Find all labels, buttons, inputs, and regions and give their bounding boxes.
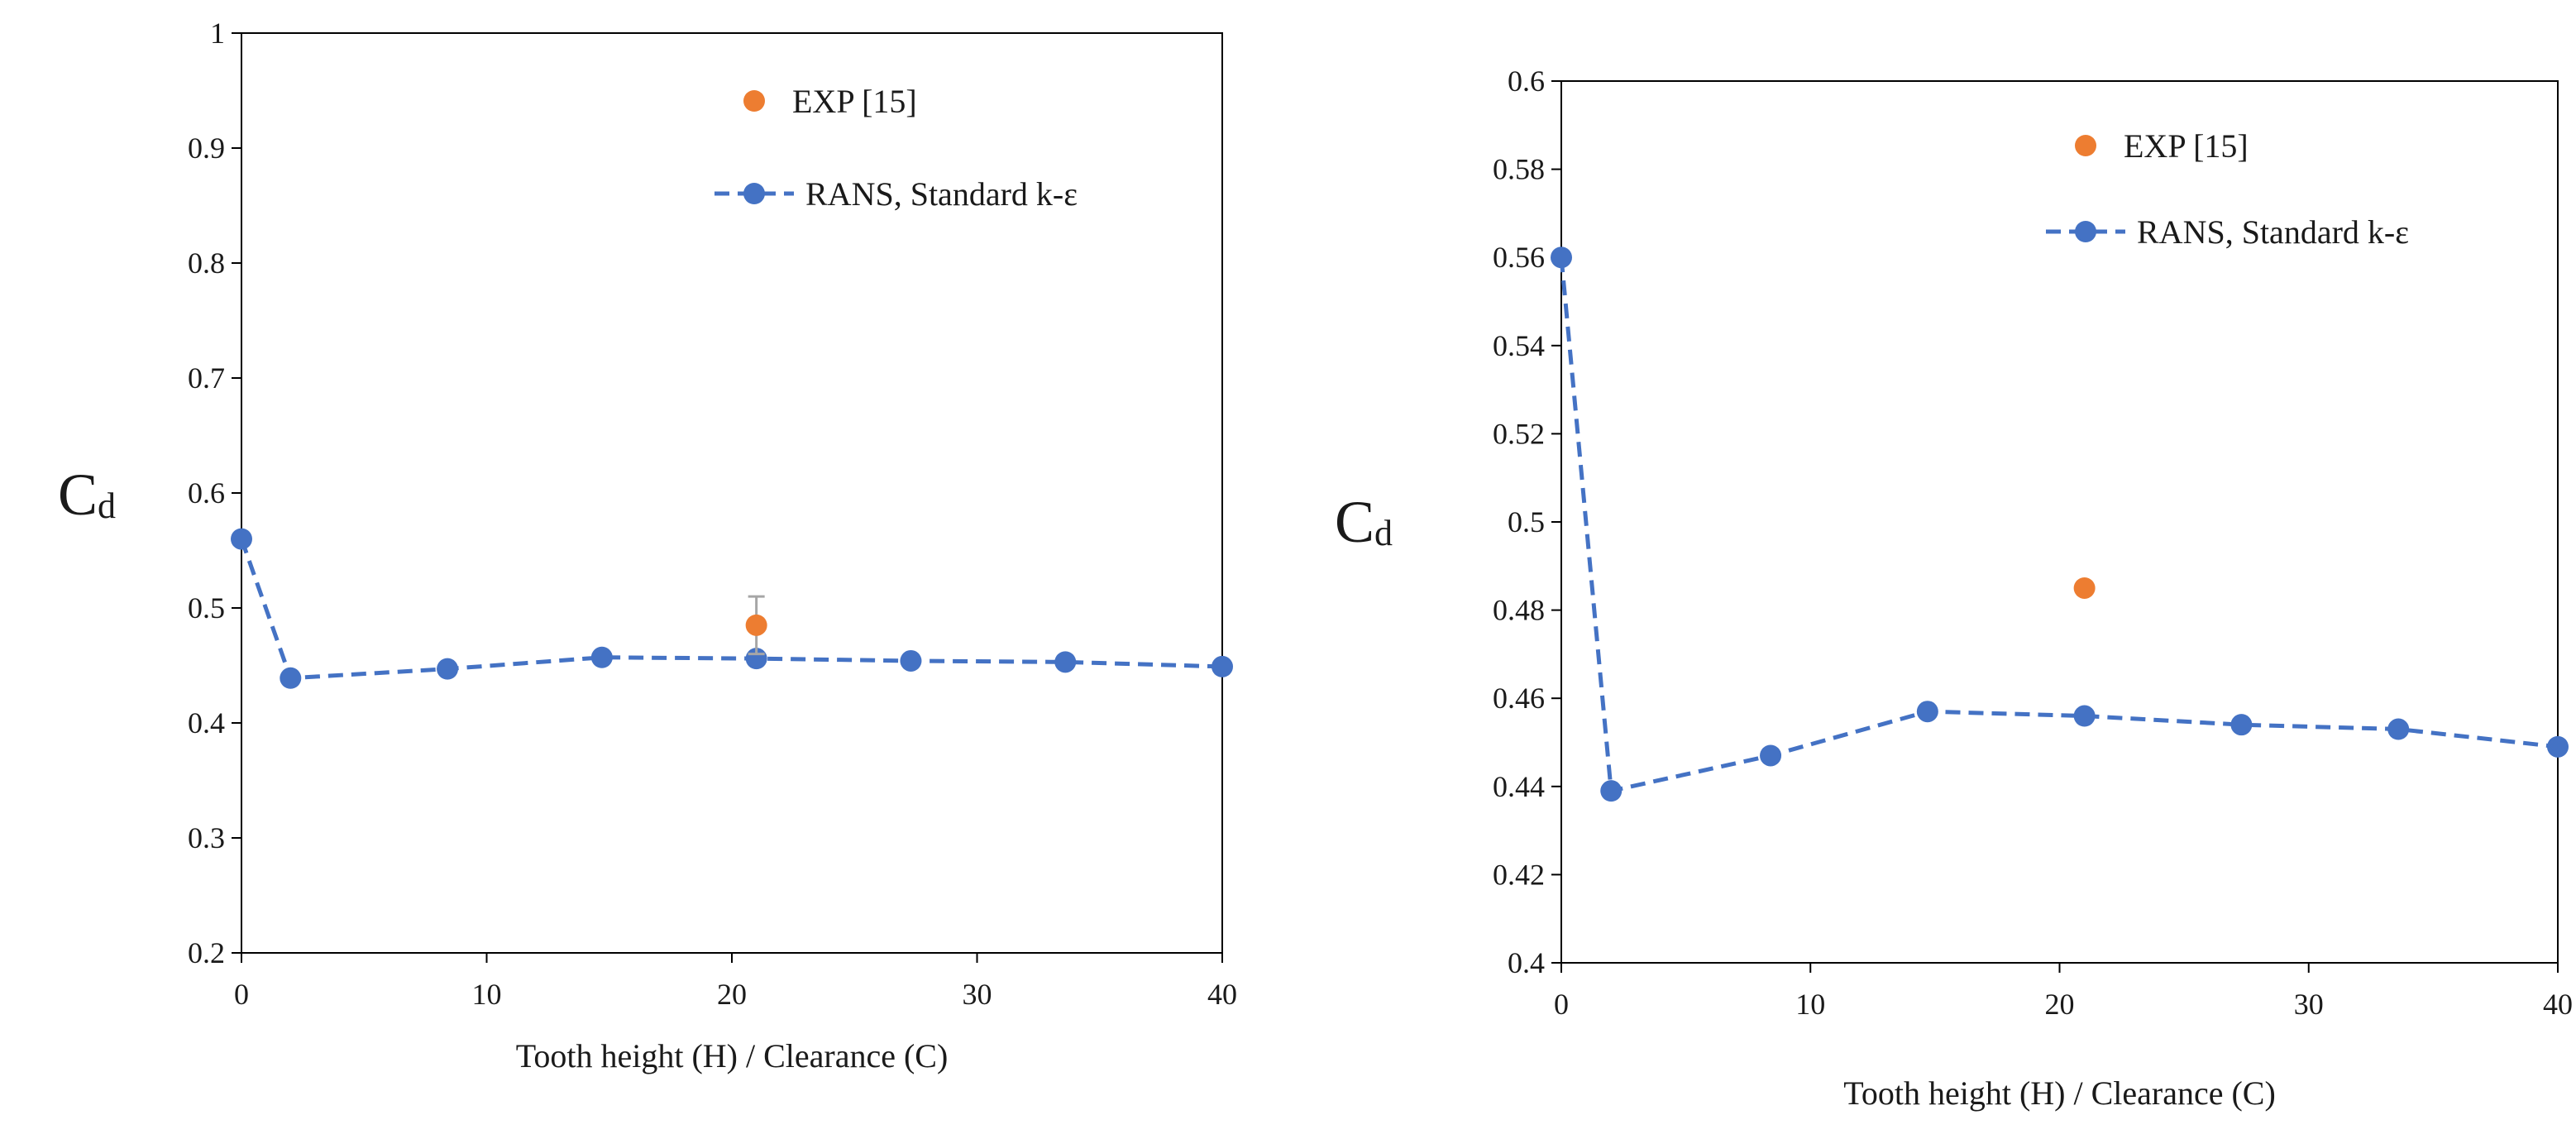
y-tick-label: 0.4 bbox=[188, 706, 225, 739]
y-tick-label: 0.4 bbox=[1508, 946, 1545, 979]
legend-rans-marker bbox=[2075, 221, 2096, 242]
exp-point bbox=[745, 614, 767, 636]
rans-point bbox=[1760, 744, 1782, 767]
y-tick-label: 0.42 bbox=[1493, 858, 1545, 891]
y-tick-label: 0.52 bbox=[1493, 417, 1545, 450]
x-tick-label: 20 bbox=[2045, 988, 2075, 1021]
y-tick-label: 0.46 bbox=[1493, 682, 1545, 715]
left-chart: 0.20.30.40.50.60.70.80.910 10 20 30 40Tooth … bbox=[58, 17, 1237, 1074]
legend-rans-label: RANS, Standard k-ε bbox=[2137, 213, 2409, 251]
x-tick-label: 30 bbox=[2294, 988, 2324, 1021]
y-tick-label: 0.5 bbox=[1508, 505, 1545, 538]
legend-exp-label: EXP [15] bbox=[792, 83, 917, 120]
rans-series-line bbox=[1559, 256, 2559, 793]
y-axis-title-main: C bbox=[1335, 489, 1374, 555]
y-tick-label: 0.48 bbox=[1493, 594, 1545, 627]
y-tick-label: 0.44 bbox=[1493, 770, 1545, 803]
plot-frame bbox=[241, 32, 1223, 954]
legend-rans-label: RANS, Standard k-ε bbox=[805, 175, 1078, 213]
x-tick-label: 10 bbox=[1795, 988, 1825, 1021]
y-tick-label: 0.54 bbox=[1493, 329, 1545, 362]
x-tick-label: 40 bbox=[2543, 988, 2573, 1021]
y-tick-label: 0.7 bbox=[188, 361, 225, 395]
x-axis-title: Tooth height (H) / Clearance (C) bbox=[516, 1037, 949, 1074]
x-tick-label: 30 bbox=[963, 978, 992, 1011]
y-tick-label: 0.5 bbox=[188, 591, 225, 625]
x-tick-label: 40 bbox=[1207, 978, 1237, 1011]
y-axis-title-sub: d bbox=[98, 486, 116, 526]
x-tick-label: 0 bbox=[1554, 988, 1569, 1021]
exp-point bbox=[2073, 577, 2096, 599]
rans-point bbox=[2230, 714, 2253, 736]
rans-point bbox=[1600, 780, 1623, 802]
rans-point bbox=[590, 646, 613, 668]
legend-exp-marker bbox=[2075, 135, 2096, 156]
right-chart: 0.4 0.42 0.44 0.46 0.48 0.5 0.52 0.54 0.56 0.58 0.… bbox=[1335, 65, 2573, 1112]
rans-point bbox=[231, 528, 252, 550]
rans-point bbox=[437, 658, 459, 680]
rans-point bbox=[1212, 655, 1233, 677]
legend-exp-label: EXP [15] bbox=[2124, 127, 2249, 165]
x-axis-title: Tooth height (H) / Clearance (C) bbox=[1843, 1074, 2276, 1112]
y-tick-label: 0.6 bbox=[188, 476, 225, 510]
rans-point bbox=[2547, 735, 2569, 758]
rans-point bbox=[1054, 651, 1077, 673]
y-tick-label: 0.3 bbox=[188, 821, 225, 854]
rans-point bbox=[1551, 246, 1572, 269]
rans-point bbox=[2073, 705, 2096, 727]
y-tick-label: 0.56 bbox=[1493, 241, 1545, 274]
rans-point bbox=[1916, 701, 1938, 723]
rans-point bbox=[2387, 718, 2410, 740]
x-tick-label: 20 bbox=[717, 978, 747, 1011]
rans-series-line bbox=[239, 538, 1223, 681]
y-axis-title-main: C bbox=[58, 462, 98, 528]
legend-exp-marker bbox=[743, 90, 765, 112]
y-tick-label: 0.2 bbox=[188, 936, 225, 969]
legend-rans-marker bbox=[743, 183, 765, 204]
rans-point bbox=[900, 649, 922, 672]
y-axis-title: Cd bbox=[1335, 489, 1393, 555]
y-axis-title-sub: d bbox=[1374, 513, 1393, 553]
y-tick-label: 0.6 bbox=[1508, 65, 1545, 98]
y-tick-label: 0.58 bbox=[1493, 153, 1545, 186]
x-tick-label: 10 bbox=[472, 978, 502, 1011]
y-tick-label: 0.8 bbox=[188, 246, 225, 280]
rans-point bbox=[280, 667, 302, 689]
x-tick-label: 0 bbox=[234, 978, 249, 1011]
y-tick-label: 0.9 bbox=[188, 132, 225, 165]
y-axis-title: Cd bbox=[58, 462, 116, 528]
y-tick-label: 1 bbox=[210, 17, 225, 50]
